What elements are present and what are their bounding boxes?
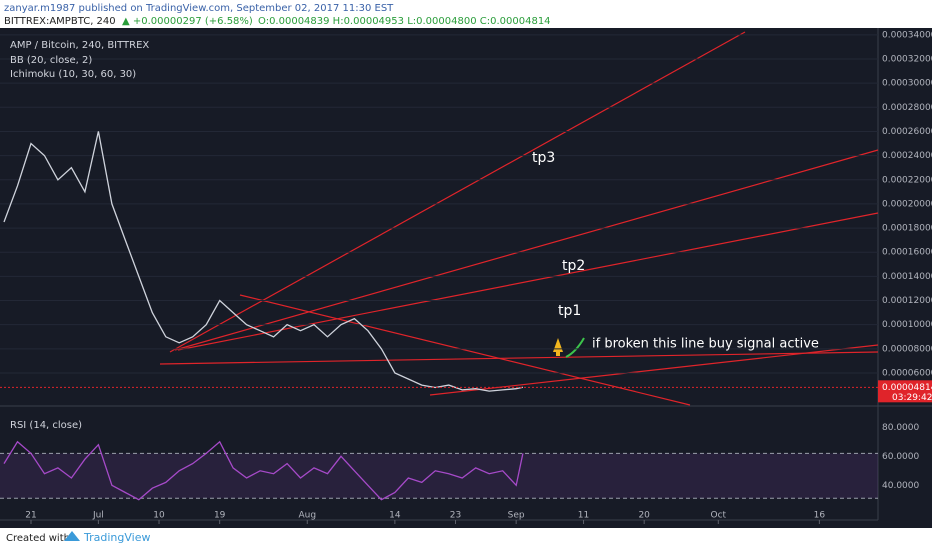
y-tick-label: 0.00034000 xyxy=(882,30,932,40)
indicator-label: BB (20, close, 2) xyxy=(10,55,92,66)
y-tick-label: 0.00016000 xyxy=(882,248,932,258)
footer-created: Created with xyxy=(6,533,70,544)
x-tick-label: Sep xyxy=(508,511,525,521)
annotation: tp3 xyxy=(532,150,555,166)
x-tick-label: 20 xyxy=(638,511,650,521)
trendline xyxy=(169,31,746,353)
change: ▲ +0.00000297 (+6.58%) xyxy=(122,16,253,27)
y-tick-label: 80.0000 xyxy=(882,423,919,433)
y-tick-label: 0.00024000 xyxy=(882,151,932,161)
x-tick-label: 21 xyxy=(25,511,36,521)
footer-bg xyxy=(0,528,932,550)
x-tick-label: 10 xyxy=(153,511,165,521)
y-tick-label: 40.0000 xyxy=(882,481,919,491)
countdown: 03:29:42 xyxy=(892,393,932,403)
x-tick-label: 11 xyxy=(578,511,589,521)
y-tick-label: 0.00032000 xyxy=(882,54,932,64)
trendlines xyxy=(159,31,879,406)
x-tick-label: 23 xyxy=(450,511,461,521)
x-tick-label: Aug xyxy=(298,511,316,521)
trendline xyxy=(177,212,879,351)
x-tick-label: 14 xyxy=(389,511,401,521)
x-tick-label: 19 xyxy=(214,511,226,521)
x-tick-label: Jul xyxy=(92,511,104,521)
footer-brand: TradingView xyxy=(83,531,150,544)
indicator-label: Ichimoku (10, 30, 60, 30) xyxy=(10,69,136,80)
annotation: tp1 xyxy=(558,303,581,319)
tv-logo xyxy=(64,531,80,541)
trendline xyxy=(239,294,691,406)
pane-title: AMP / Bitcoin, 240, BITTREX xyxy=(10,40,149,51)
y-tick-label: 0.00014000 xyxy=(882,272,932,282)
annotation: tp2 xyxy=(562,258,585,274)
y-tick-label: 0.00010000 xyxy=(882,320,932,330)
trendline xyxy=(174,149,879,351)
x-tick-label: 16 xyxy=(814,511,826,521)
symbol: BITTREX:AMPBTC, 240 xyxy=(4,16,116,27)
trendline xyxy=(159,351,879,365)
pane-title: RSI (14, close) xyxy=(10,420,82,431)
last-price-label: 0.00004814 xyxy=(882,383,932,393)
arrow-icon xyxy=(553,338,563,356)
y-tick-label: 0.00020000 xyxy=(882,199,932,209)
check-curve xyxy=(565,337,585,358)
y-tick-label: 0.00030000 xyxy=(882,79,932,89)
y-tick-label: 0.00012000 xyxy=(882,296,932,306)
publisher: zanyar.m1987 published on TradingView.co… xyxy=(4,3,394,14)
y-tick-label: 0.00026000 xyxy=(882,127,932,137)
x-tick-label: Oct xyxy=(711,511,727,521)
y-tick-label: 60.0000 xyxy=(882,452,919,462)
y-tick-label: 0.00022000 xyxy=(882,175,932,185)
last-price-tag xyxy=(878,380,932,403)
y-tick-label: 0.00028000 xyxy=(882,103,932,113)
price-line xyxy=(3,440,524,501)
annotation: if broken this line buy signal active xyxy=(592,337,819,352)
price-line xyxy=(3,131,524,392)
rsi-band xyxy=(0,453,878,499)
y-tick-label: 0.00018000 xyxy=(882,224,932,234)
chart-background xyxy=(0,28,932,528)
y-tick-label: 0.00008000 xyxy=(882,344,932,354)
ohlc: O:0.00004839 H:0.00004953 L:0.00004800 C… xyxy=(258,16,551,27)
y-tick-label: 0.00006000 xyxy=(882,368,932,378)
